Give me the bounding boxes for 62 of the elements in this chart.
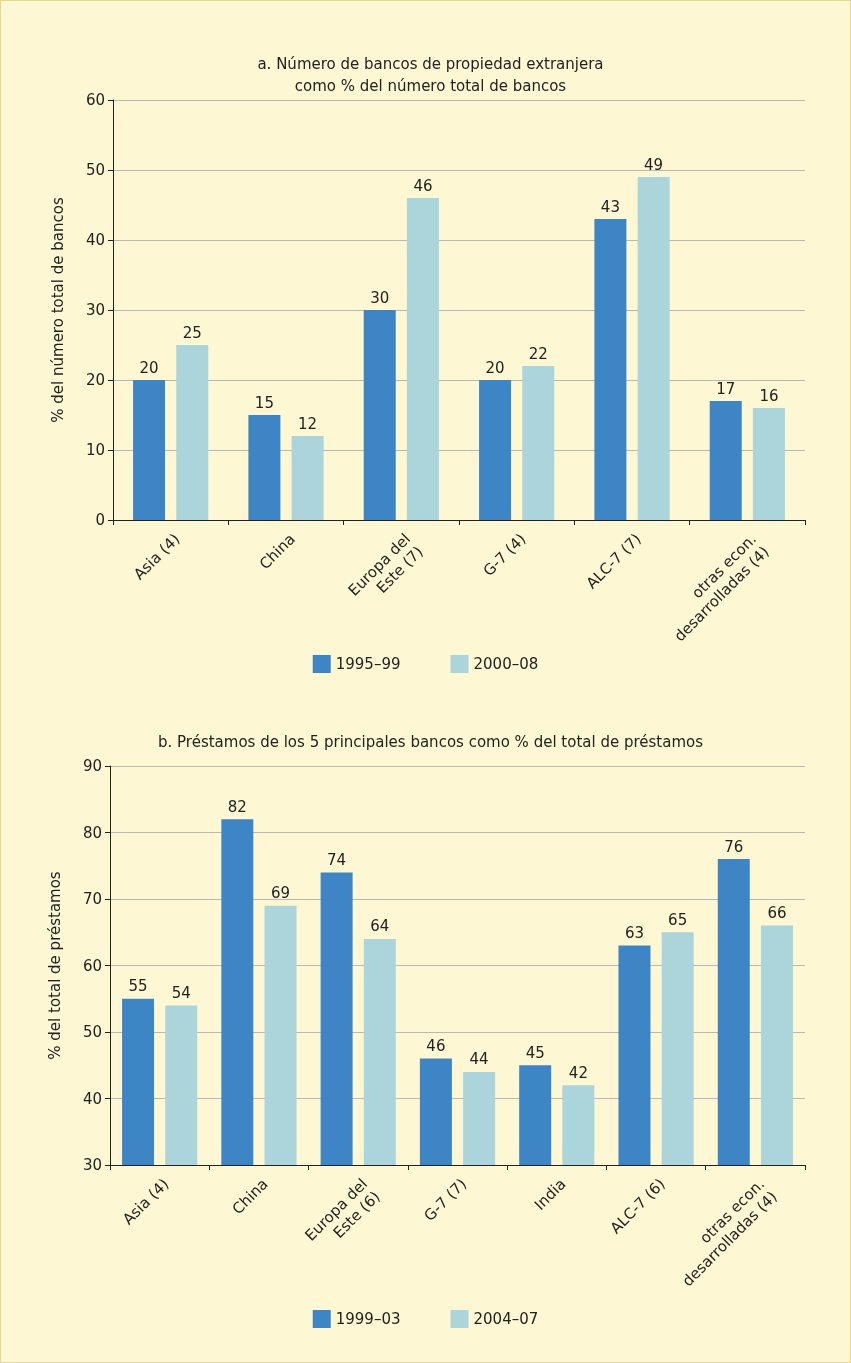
data-label: 15: [254, 393, 274, 412]
y-tick-label: 10: [85, 441, 105, 459]
data-label: 49: [644, 155, 664, 174]
data-label: 69: [270, 884, 291, 903]
y-tick-label: 40: [85, 231, 105, 249]
legend-label: 2000–08: [473, 655, 539, 673]
bar: [709, 401, 742, 520]
y-tick-label: 80: [82, 823, 102, 842]
legend-label: 2004–07: [473, 1310, 539, 1328]
y-tick-label: 30: [82, 1156, 102, 1174]
data-label: 43: [600, 197, 620, 216]
y-axis-title: % del total de préstamos: [45, 871, 64, 1060]
data-label: 12: [298, 414, 318, 433]
data-label: 65: [668, 910, 688, 929]
data-label: 46: [426, 1037, 446, 1056]
data-label: 54: [171, 983, 191, 1002]
bar: [752, 408, 785, 520]
y-tick-label: 30: [85, 301, 105, 319]
data-label: 74: [327, 850, 347, 869]
data-label: 76: [724, 837, 744, 856]
y-tick-label: 70: [82, 890, 102, 908]
bar: [363, 310, 396, 520]
data-label: 55: [128, 977, 148, 996]
data-label: 66: [767, 904, 787, 923]
bar: [248, 415, 281, 520]
data-label: 30: [370, 288, 390, 307]
y-tick-label: 40: [82, 1089, 102, 1108]
chart-title: a. Número de bancos de propiedad extranjera como % del número total de bancos: [257, 55, 604, 95]
data-label: 42: [568, 1063, 588, 1082]
data-label: 20: [485, 358, 505, 377]
y-tick-label: 60: [82, 956, 102, 975]
x-tick-label: G-7 (7): [420, 1175, 471, 1225]
data-label: 22: [528, 344, 548, 363]
bar: [133, 380, 166, 520]
data-label: 63: [624, 924, 645, 943]
bar: [176, 345, 209, 520]
y-tick-label: 0: [95, 511, 105, 529]
data-label: 44: [469, 1050, 489, 1069]
data-label: 45: [525, 1043, 545, 1062]
data-label: 17: [716, 379, 736, 398]
y-axis-title: % del número total de bancos: [48, 197, 67, 423]
bar: [406, 198, 439, 520]
bar: [479, 380, 512, 520]
y-tick-label: 50: [82, 1023, 102, 1041]
chart-title: b. Préstamos de los 5 principales bancos como % del total de préstamos: [158, 733, 704, 751]
bar: [522, 366, 555, 520]
y-tick-label: 20: [85, 371, 105, 389]
bar: [637, 177, 670, 520]
data-label: 82: [227, 797, 247, 816]
y-tick-label: 50: [85, 161, 105, 179]
x-tick-label: G-7 (4): [479, 530, 530, 580]
y-tick-label: 90: [82, 757, 102, 775]
bar: [291, 436, 324, 520]
legend-label: 1999–03: [335, 1310, 401, 1328]
data-label: 64: [370, 917, 390, 936]
data-label: 20: [139, 358, 159, 377]
bar: [594, 219, 627, 520]
legend-label: 1995–99: [335, 655, 401, 673]
data-label: 46: [413, 176, 433, 195]
data-label: 16: [759, 386, 779, 405]
y-tick-label: 60: [85, 91, 105, 109]
data-label: 25: [182, 323, 202, 342]
